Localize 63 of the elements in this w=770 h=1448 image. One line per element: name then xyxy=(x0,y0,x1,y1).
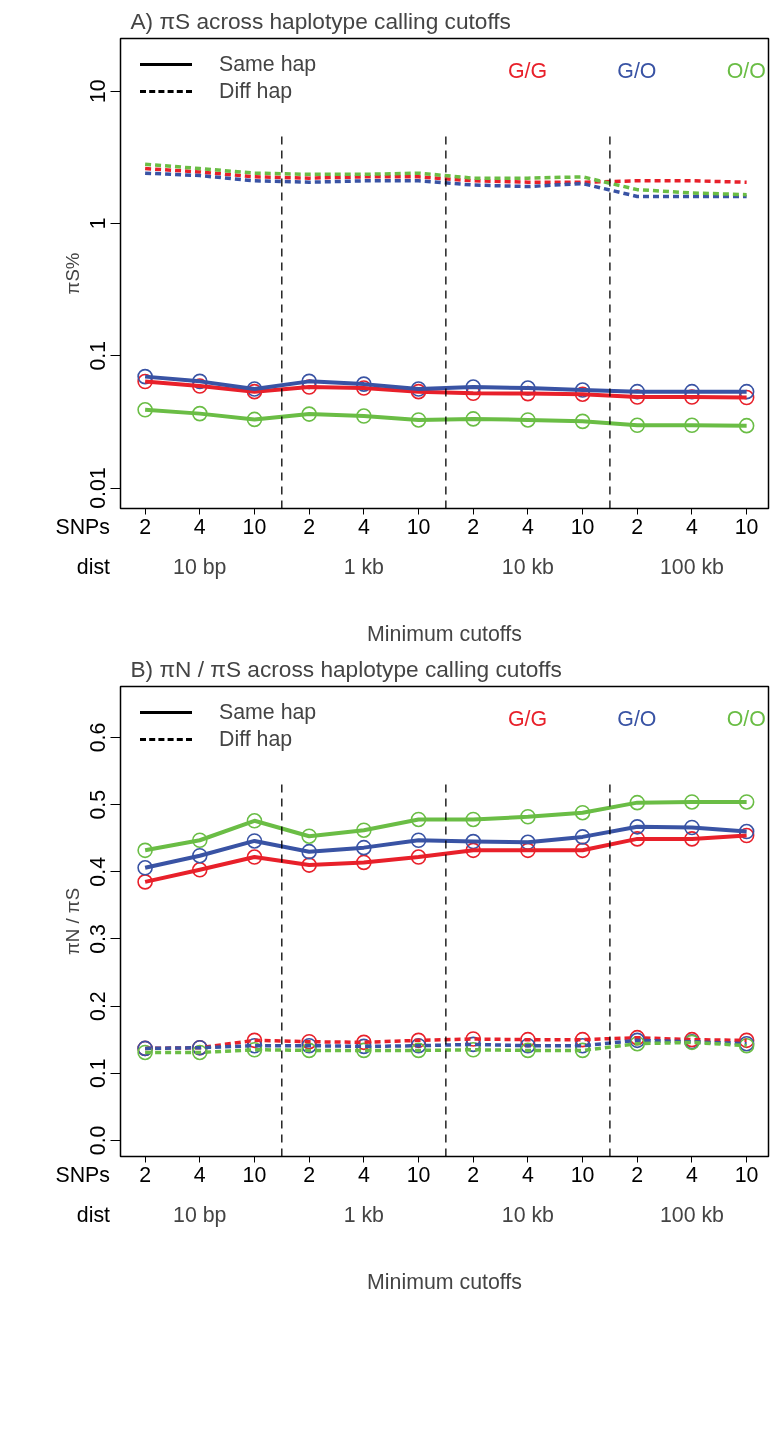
y-tick-label: 0.3 xyxy=(86,924,111,954)
y-tick-label: 0.1 xyxy=(86,1058,111,1089)
x-tick-label: 2 xyxy=(467,1162,480,1187)
text: G/G xyxy=(507,707,548,732)
text: 100 kb xyxy=(659,1202,724,1227)
x-tick-label: 4 xyxy=(521,1162,534,1187)
annotation: Same hap xyxy=(219,700,317,725)
x-tick-label: 2 xyxy=(631,514,644,539)
x-tick-label: 4 xyxy=(193,1162,206,1187)
text: 10 kb xyxy=(501,554,554,579)
text: 1 kb xyxy=(343,554,385,579)
x-axis-title: Minimum cutoffs xyxy=(367,621,522,646)
x-tick-label: 2 xyxy=(467,514,480,539)
x-tick-label: 10 xyxy=(570,514,595,539)
y-axis-title: πN / πS xyxy=(61,887,83,956)
y-tick-label: 10 xyxy=(86,79,111,103)
y-axis-title: πS% xyxy=(61,252,83,295)
x-tick-label: 4 xyxy=(521,514,534,539)
x-tick-label: 4 xyxy=(357,1162,370,1187)
annotation: Same hap xyxy=(219,52,317,77)
text: O/O xyxy=(726,59,766,84)
x-axis-title: Minimum cutoffs xyxy=(367,1269,522,1294)
y-tick-label: 0.01 xyxy=(86,467,111,509)
text: G/G xyxy=(507,59,548,84)
x-tick-label: 4 xyxy=(686,514,699,539)
text: 10 bp xyxy=(173,1202,227,1227)
x-tick-label: 4 xyxy=(686,1162,699,1187)
text: 1 kb xyxy=(343,1202,385,1227)
text: SNPs xyxy=(55,514,110,540)
x-tick-label: 10 xyxy=(406,1162,431,1187)
x-tick-label: 4 xyxy=(357,514,370,539)
x-tick-label: 4 xyxy=(193,514,206,539)
chart-title: B) πN / πS across haplotype calling cutoffs xyxy=(130,655,562,682)
x-tick-label: 2 xyxy=(631,1162,644,1187)
y-tick-label: 0.4 xyxy=(86,856,111,887)
text: dist xyxy=(76,1202,110,1228)
y-tick-label: 0.1 xyxy=(86,340,111,371)
chart-title: A) πS across haplotype calling cutoffs xyxy=(130,7,511,34)
x-tick-label: 10 xyxy=(734,1162,759,1187)
y-tick-label: 0.0 xyxy=(86,1125,111,1156)
y-tick-label: 0.6 xyxy=(86,722,111,753)
x-tick-label: 10 xyxy=(570,1162,595,1187)
text: 10 bp xyxy=(173,554,227,579)
x-tick-label: 2 xyxy=(303,514,316,539)
x-tick-label: 2 xyxy=(139,514,152,539)
annotation: Diff hap xyxy=(219,727,293,752)
y-tick-label: 1 xyxy=(86,217,111,230)
y-tick-label: 0.5 xyxy=(86,789,111,820)
text: O/O xyxy=(726,707,766,732)
y-tick-label: 0.2 xyxy=(86,991,111,1021)
text: 10 kb xyxy=(501,1202,554,1227)
x-tick-label: 2 xyxy=(303,1162,316,1187)
text: G/O xyxy=(617,59,657,84)
text: G/O xyxy=(617,707,657,732)
text: dist xyxy=(76,554,110,580)
text: SNPs xyxy=(55,1162,110,1188)
text: 100 kb xyxy=(659,554,724,579)
x-tick-label: 10 xyxy=(734,514,759,539)
x-tick-label: 10 xyxy=(242,514,267,539)
x-tick-label: 2 xyxy=(139,1162,152,1187)
x-tick-label: 10 xyxy=(406,514,431,539)
annotation: Diff hap xyxy=(219,79,293,104)
x-tick-label: 10 xyxy=(242,1162,267,1187)
